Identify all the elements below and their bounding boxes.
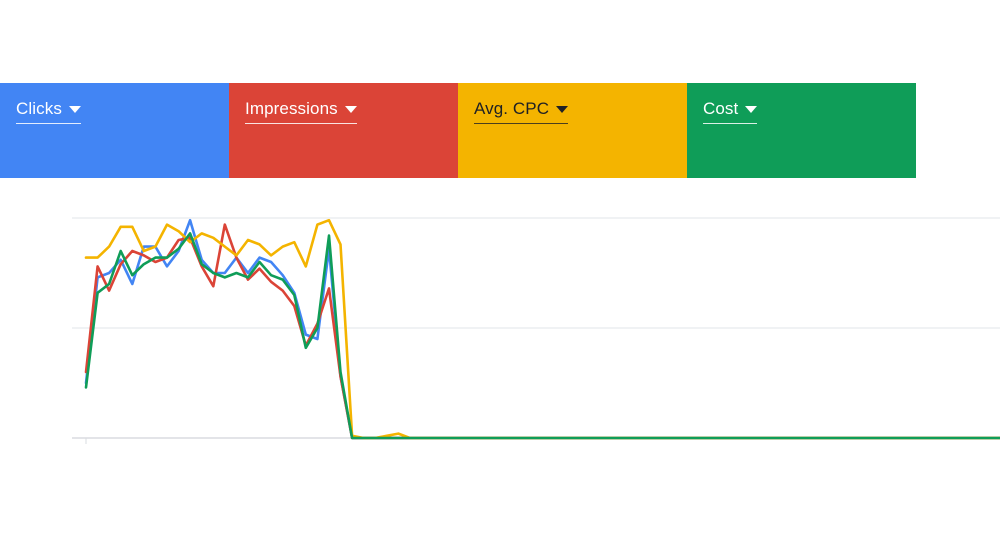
- series-line-3: [84, 218, 1000, 440]
- caret-down-icon: [556, 105, 569, 113]
- series-line-2: [84, 223, 1000, 440]
- metric-label-avg-cpc: Avg. CPC: [474, 99, 550, 118]
- metric-selector-clicks[interactable]: Clicks: [16, 99, 81, 124]
- series-line-4: [84, 232, 1000, 440]
- caret-down-icon: [68, 105, 81, 113]
- metric-label-clicks: Clicks: [16, 99, 62, 118]
- metric-tiles: Clicks Impressions Avg. CPC Cost: [0, 83, 916, 178]
- caret-down-icon: [344, 105, 357, 113]
- metric-tile-avg-cpc[interactable]: Avg. CPC: [458, 83, 687, 178]
- series-line-1: [84, 218, 1000, 440]
- chart-series: [84, 218, 1000, 440]
- metric-tile-cost[interactable]: Cost: [687, 83, 916, 178]
- metric-selector-avg-cpc[interactable]: Avg. CPC: [474, 99, 569, 124]
- metric-label-impressions: Impressions: [245, 99, 338, 118]
- metric-selector-impressions[interactable]: Impressions: [245, 99, 357, 124]
- chart-gridlines: [72, 217, 1000, 444]
- metric-selector-cost[interactable]: Cost: [703, 99, 758, 124]
- caret-down-icon: [745, 105, 758, 113]
- metric-tile-clicks[interactable]: Clicks: [0, 83, 229, 178]
- metric-tile-impressions[interactable]: Impressions: [229, 83, 458, 178]
- performance-line-chart: [72, 217, 1000, 444]
- metric-label-cost: Cost: [703, 99, 739, 118]
